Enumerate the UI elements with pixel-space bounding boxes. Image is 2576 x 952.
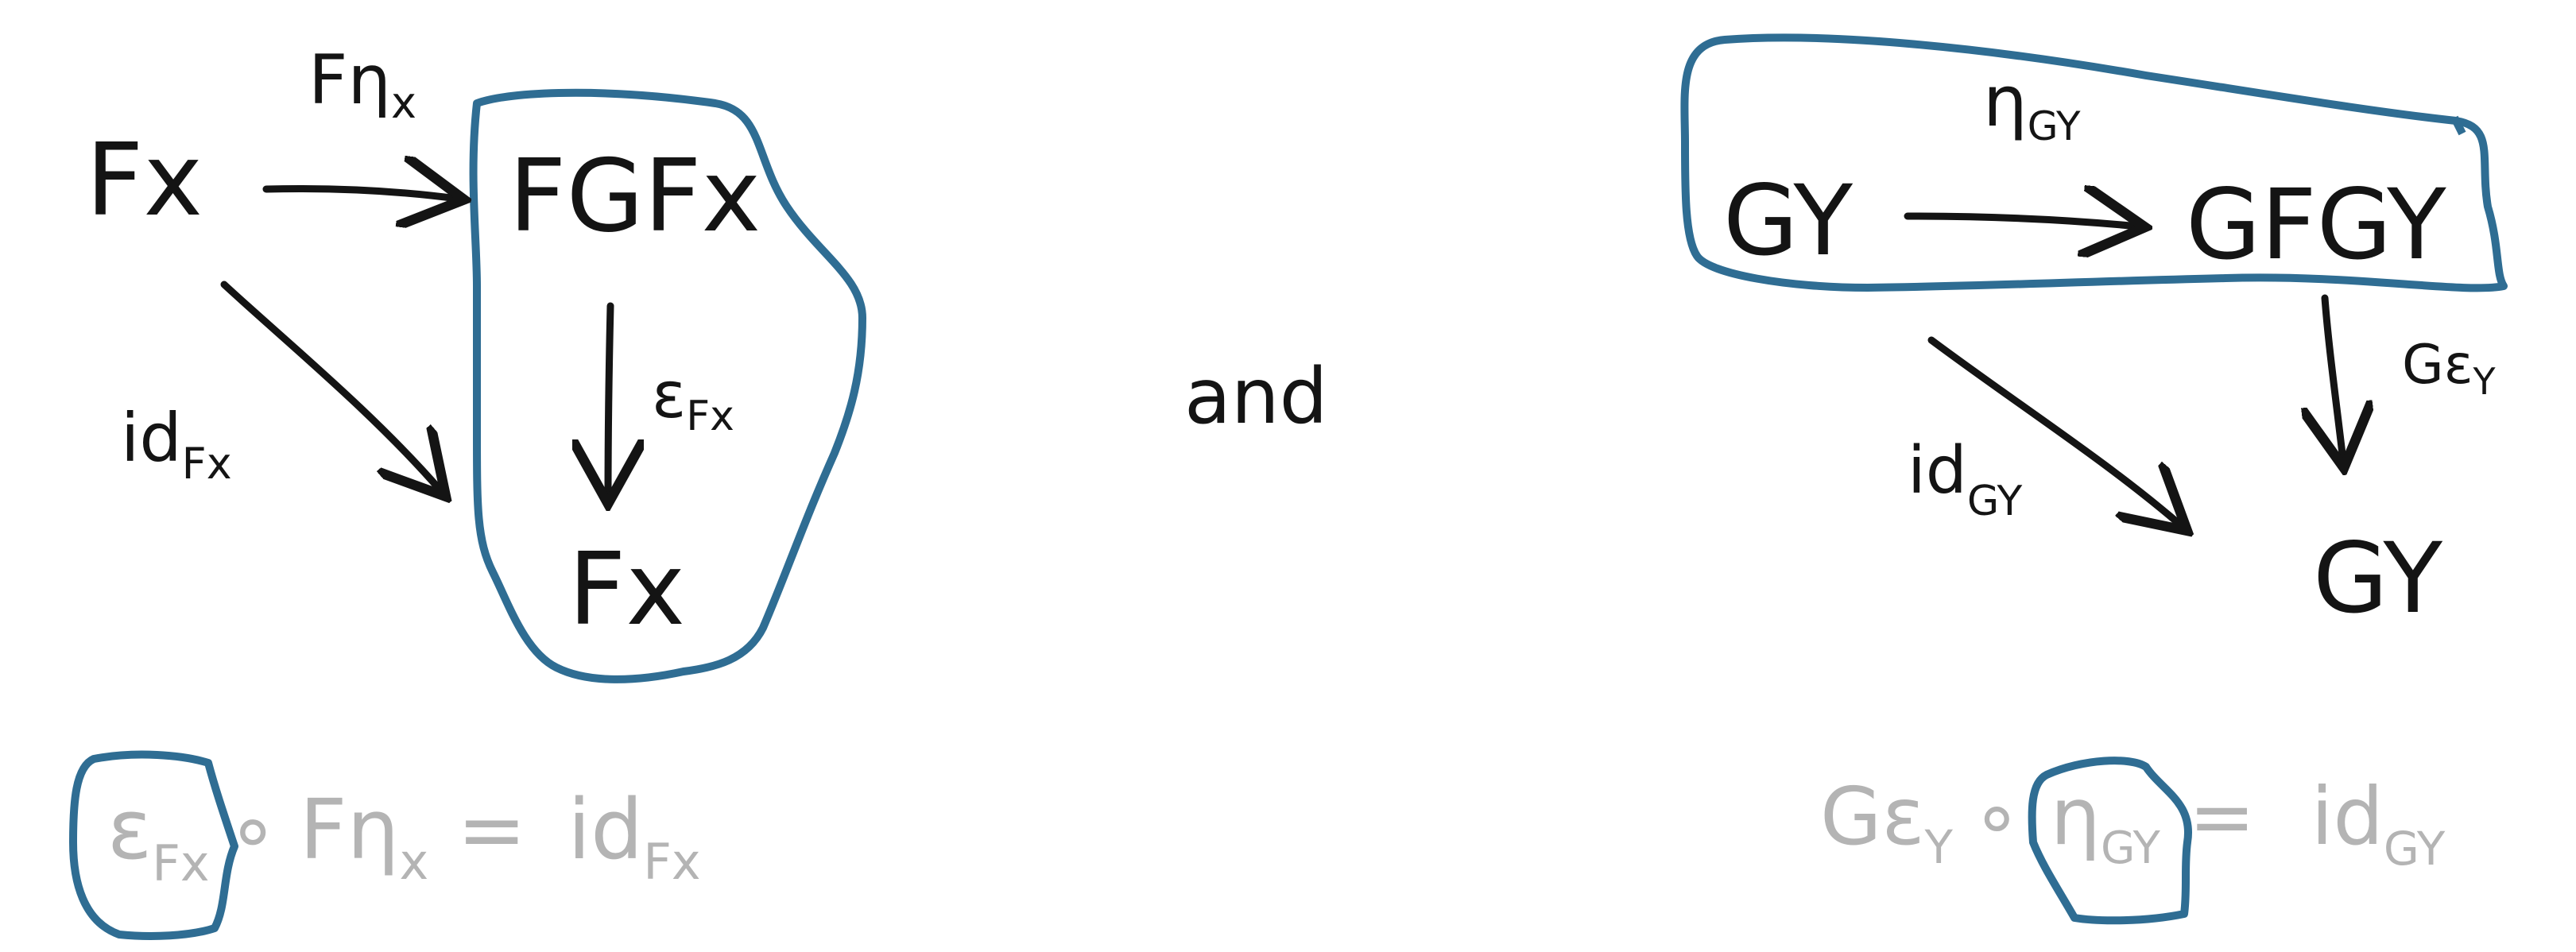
left-corner-node: FGFx	[509, 137, 761, 254]
right-equation: GεY ∘ ηGY = idGY	[1820, 757, 2446, 925]
left-diagonal-arrow-label: idFx	[121, 399, 232, 489]
left-eq-id: id	[567, 781, 643, 878]
right-eq-id: id	[2311, 770, 2384, 863]
left-eq-compose: ∘	[227, 781, 279, 878]
right-eq-compose: ∘	[1972, 770, 2022, 863]
left-diagonal-arrow	[220, 281, 441, 491]
right-eq-eta: η	[2051, 770, 2101, 863]
left-down-label-sub: Fx	[686, 393, 734, 440]
left-eq-eps: ε	[107, 781, 152, 878]
right-eq-Geps: Gε	[1820, 770, 1925, 863]
left-down-arrow-label: εFx	[652, 358, 734, 440]
right-corner-node: GFGY	[2186, 168, 2446, 281]
left-target-node: Fx	[568, 531, 685, 648]
left-top-arrow-label: Fηx	[308, 41, 416, 128]
right-diagonal-arrow	[1927, 336, 2182, 526]
right-down-arrow-label: GεY	[2402, 334, 2496, 403]
right-top-arrow	[1904, 216, 2138, 226]
right-down-arrow	[2325, 294, 2343, 461]
connector-and: and	[1184, 352, 1328, 441]
left-top-label-F: F	[308, 41, 347, 120]
left-eq-F: F	[300, 781, 347, 878]
left-equation-text: εFx ∘ Fηx = idFx	[107, 781, 701, 892]
left-top-label-sub: x	[391, 78, 416, 128]
left-source-node: Fx	[86, 122, 203, 238]
right-eq-id-sub: GY	[2384, 822, 2446, 876]
right-down-label-sub: Y	[2472, 360, 2496, 403]
right-down-label-Geps: Gε	[2402, 334, 2473, 397]
left-eq-equals: =	[457, 781, 526, 878]
right-top-label-eta: η	[1983, 60, 2028, 142]
right-diag-label-sub: GY	[1967, 478, 2023, 525]
left-diagram: Fx FGFx Fx Fηx εFx idFx	[86, 41, 866, 683]
left-down-label-eps: ε	[652, 358, 686, 432]
left-eq-eta: η	[347, 781, 400, 878]
right-source-node: GY	[1723, 164, 1853, 277]
left-diag-label-id: id	[121, 399, 182, 477]
left-highlight-outline	[469, 88, 866, 683]
right-target-node: GY	[2313, 522, 2442, 635]
right-top-arrow-label: ηGY	[1983, 60, 2081, 149]
left-top-arrow	[262, 189, 457, 199]
left-eq-id-sub: Fx	[643, 833, 700, 891]
right-eq-equals: =	[2189, 770, 2256, 863]
left-diag-label-sub: Fx	[182, 439, 232, 489]
right-top-label-sub: GY	[2028, 103, 2081, 149]
right-highlight-outline	[1680, 33, 2508, 292]
left-equation-highlight	[69, 750, 238, 940]
left-eq-eps-sub: Fx	[152, 834, 209, 892]
right-diagram: GY GFGY GY ηGY GεY idGY	[1680, 33, 2508, 635]
right-equation-highlight	[2028, 757, 2193, 925]
left-top-label-eta: η	[347, 41, 391, 120]
left-equation: εFx ∘ Fηx = idFx	[69, 750, 701, 940]
left-down-arrow	[608, 302, 610, 497]
right-outline-tick	[2450, 115, 2466, 136]
right-eq-eta-sub: GY	[2101, 822, 2161, 874]
right-equation-text: GεY ∘ ηGY = idGY	[1820, 770, 2446, 876]
right-eq-Geps-sub: Y	[1924, 820, 1954, 874]
left-eq-eta-sub: x	[399, 833, 428, 891]
right-diag-label-id: id	[1908, 433, 1967, 509]
right-diagonal-arrow-label: idGY	[1908, 433, 2023, 525]
